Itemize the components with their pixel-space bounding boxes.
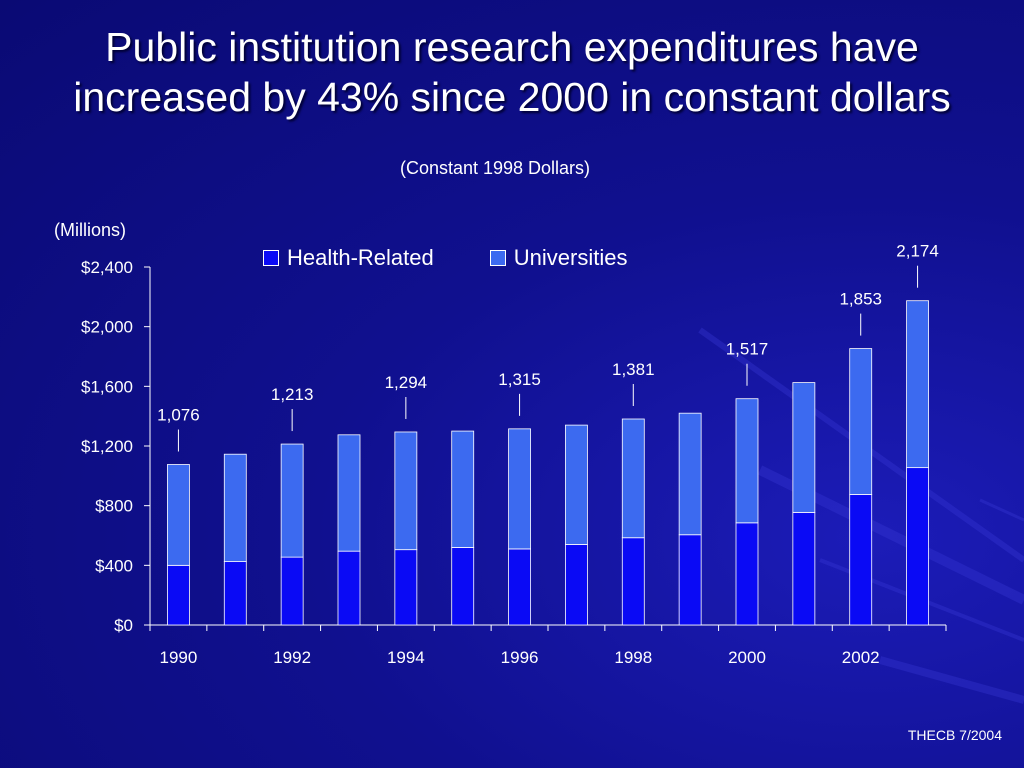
bar-segment-health-related <box>337 550 361 626</box>
source-footer: THECB 7/2004 <box>907 727 1002 743</box>
bar-segment-health-related <box>735 522 759 626</box>
x-tick-label: 1994 <box>387 648 425 667</box>
x-tick-label: 1996 <box>501 648 539 667</box>
y-axis-units-label: (Millions) <box>54 220 126 240</box>
bar-segment-universities <box>621 418 645 539</box>
bar-segment-universities <box>849 348 873 495</box>
bar-segment-universities <box>508 428 531 550</box>
y-tick-label: $400 <box>95 556 133 575</box>
bar-segment-universities <box>565 424 588 545</box>
data-label: 1,517 <box>726 340 769 359</box>
bar-segment-health-related <box>223 561 247 626</box>
bar-segment-universities <box>678 412 702 536</box>
data-label: 1,315 <box>498 370 541 389</box>
slide-title-line-2: increased by 43% since 2000 in constant … <box>73 74 951 120</box>
bar-segment-health-related <box>451 547 475 626</box>
bar-segment-health-related <box>394 549 418 626</box>
legend-swatch-health-related <box>263 250 279 266</box>
y-tick-label: $2,400 <box>81 258 133 277</box>
chart-subtitle: (Constant 1998 Dollars) <box>399 158 591 178</box>
data-label: 1,294 <box>385 373 428 392</box>
bar-segment-health-related <box>621 537 645 626</box>
bar-segment-health-related <box>792 511 816 626</box>
bar-segment-universities <box>337 434 361 552</box>
bar-segment-health-related <box>565 544 588 626</box>
y-tick-label: $800 <box>95 497 133 516</box>
x-tick-label: 1990 <box>160 648 198 667</box>
data-label: 1,381 <box>612 360 655 379</box>
legend-label-universities: Universities <box>513 245 628 270</box>
bar-segment-health-related <box>167 564 190 626</box>
slide-title-line-1: Public institution research expenditures… <box>105 24 919 70</box>
chart-legend: Health-Related Universities <box>263 245 627 271</box>
y-tick-label: $0 <box>114 616 133 635</box>
y-tick-label: $1,200 <box>81 437 133 456</box>
bar-segment-universities <box>451 430 475 548</box>
x-tick-label: 2000 <box>728 648 766 667</box>
bar-segment-health-related <box>678 534 702 626</box>
data-label: 1,076 <box>157 405 200 424</box>
bar-segment-health-related <box>508 548 531 626</box>
x-tick-label: 1998 <box>614 648 652 667</box>
bar-segment-health-related <box>280 556 304 626</box>
y-tick-label: $1,600 <box>81 377 133 396</box>
bar-segment-universities <box>792 382 816 513</box>
bar-segment-universities <box>735 398 759 524</box>
slide-title: Public institution research expenditures… <box>0 22 1024 122</box>
legend-item-health-related: Health-Related <box>263 245 434 271</box>
bar-segment-universities <box>394 431 418 551</box>
legend-swatch-universities <box>489 250 506 266</box>
bar-segment-universities <box>280 443 304 558</box>
data-label: 1,213 <box>271 385 314 404</box>
legend-label-health-related: Health-Related <box>287 245 434 270</box>
bar-segment-universities <box>167 464 190 566</box>
bar-segment-universities <box>223 453 247 563</box>
y-tick-label: $2,000 <box>81 318 133 337</box>
bar-segment-universities <box>906 300 929 469</box>
bar-segment-health-related <box>906 467 929 626</box>
x-tick-label: 1992 <box>273 648 311 667</box>
data-label: 2,174 <box>896 242 939 261</box>
legend-item-universities: Universities <box>489 245 628 271</box>
data-label: 1,853 <box>839 290 882 309</box>
x-tick-label: 2002 <box>842 648 880 667</box>
bar-segment-health-related <box>849 494 873 626</box>
